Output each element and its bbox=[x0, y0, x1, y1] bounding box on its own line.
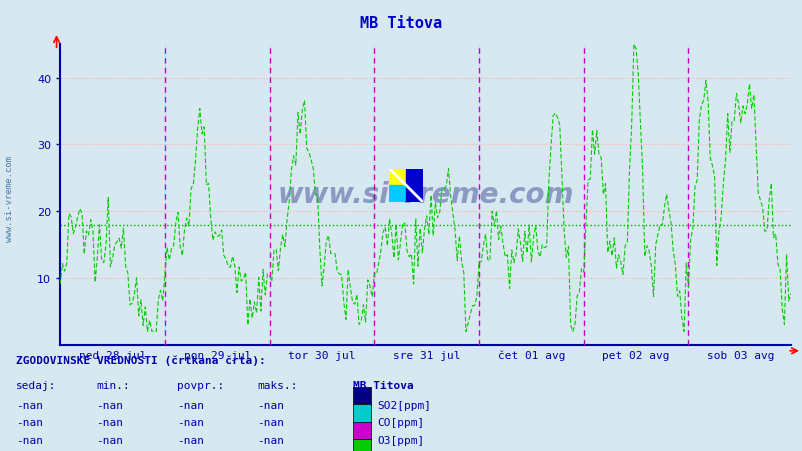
Text: -nan: -nan bbox=[16, 435, 43, 445]
Text: MB Titova: MB Titova bbox=[353, 380, 414, 390]
Text: -nan: -nan bbox=[96, 400, 124, 410]
Bar bbox=[353, 404, 371, 423]
Text: SO2[ppm]: SO2[ppm] bbox=[377, 400, 431, 410]
Text: www.si-vreme.com: www.si-vreme.com bbox=[277, 181, 573, 209]
Text: sedaj:: sedaj: bbox=[16, 380, 56, 390]
Text: -nan: -nan bbox=[257, 418, 284, 428]
Bar bbox=[353, 422, 371, 440]
Text: -nan: -nan bbox=[96, 435, 124, 445]
Text: -nan: -nan bbox=[257, 435, 284, 445]
Bar bbox=[389, 169, 406, 186]
Bar bbox=[406, 169, 423, 203]
Text: -nan: -nan bbox=[96, 418, 124, 428]
Bar bbox=[389, 186, 406, 203]
Text: MB Titova: MB Titova bbox=[360, 16, 442, 31]
Text: -nan: -nan bbox=[176, 435, 204, 445]
Text: -nan: -nan bbox=[16, 400, 43, 410]
Bar bbox=[353, 439, 371, 451]
Text: maks.:: maks.: bbox=[257, 380, 297, 390]
Text: CO[ppm]: CO[ppm] bbox=[377, 418, 424, 428]
Text: www.si-vreme.com: www.si-vreme.com bbox=[5, 156, 14, 241]
Text: O3[ppm]: O3[ppm] bbox=[377, 435, 424, 445]
Text: -nan: -nan bbox=[257, 400, 284, 410]
Bar bbox=[353, 387, 371, 405]
Text: povpr.:: povpr.: bbox=[176, 380, 224, 390]
Text: min.:: min.: bbox=[96, 380, 130, 390]
Text: -nan: -nan bbox=[176, 418, 204, 428]
Text: -nan: -nan bbox=[176, 400, 204, 410]
Text: ZGODOVINSKE VREDNOSTI (črtkana črta):: ZGODOVINSKE VREDNOSTI (črtkana črta): bbox=[16, 354, 265, 365]
Text: -nan: -nan bbox=[16, 418, 43, 428]
